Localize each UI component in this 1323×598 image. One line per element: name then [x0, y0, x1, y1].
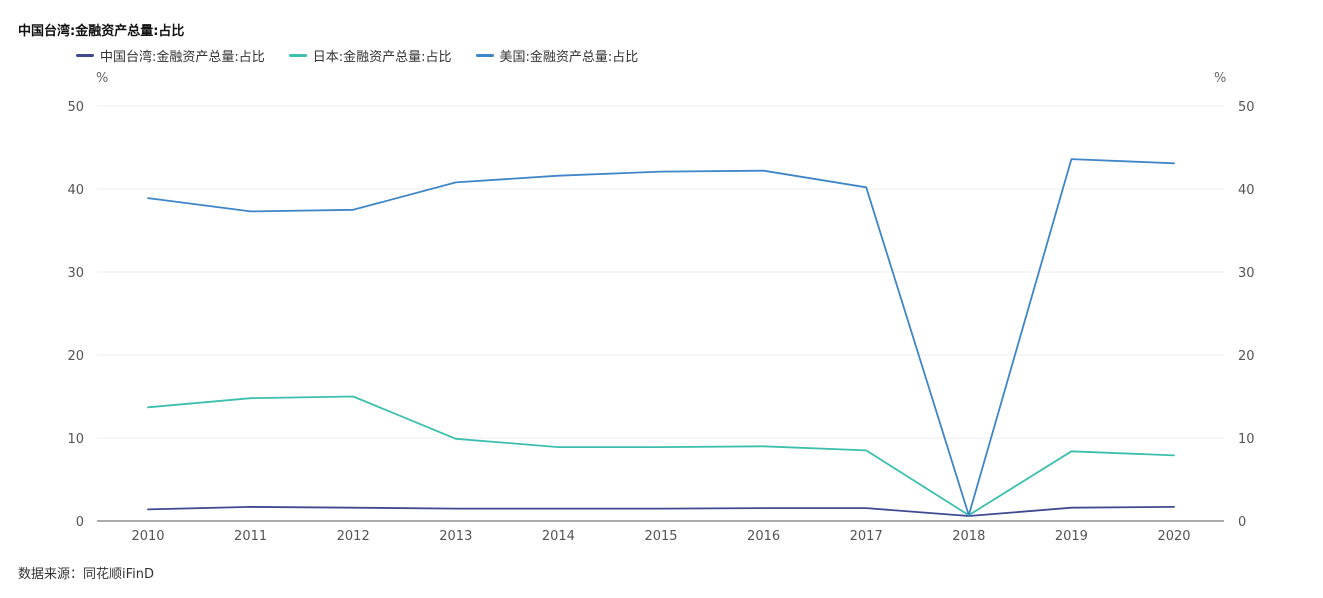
y-tick-right-50: 50: [1238, 100, 1255, 115]
y-tick-left-10: 10: [67, 432, 84, 447]
x-tick-2017: 2017: [850, 529, 883, 544]
y-unit-right: %: [1214, 71, 1226, 86]
data-source: 数据来源：同花顺iFinD: [18, 567, 155, 582]
x-tick-2019: 2019: [1055, 529, 1088, 544]
legend-swatch-taiwan: [76, 54, 94, 57]
y-tick-left-40: 40: [67, 183, 84, 198]
legend-label-usa: 美国:金融资产总量:占比: [499, 50, 639, 65]
legend-swatch-japan: [288, 54, 307, 57]
y-tick-left-50: 50: [67, 100, 84, 115]
chart-title: 中国台湾:金融资产总量:占比: [18, 24, 185, 39]
legend-item-japan[interactable]: 日本:金融资产总量:占比: [288, 46, 452, 65]
series-lines: [147, 158, 1175, 517]
legend-swatch-usa: [475, 54, 494, 57]
y-tick-right-40: 40: [1238, 183, 1255, 198]
grid-lines: [97, 105, 1224, 439]
legend-label-japan: 日本:金融资产总量:占比: [312, 50, 452, 65]
x-tick-2013: 2013: [439, 529, 472, 544]
y-tick-left-30: 30: [67, 266, 84, 281]
x-tick-2010: 2010: [131, 529, 164, 544]
y-tick-right-20: 20: [1238, 349, 1255, 364]
x-tick-2018: 2018: [952, 529, 985, 544]
x-tick-2012: 2012: [337, 529, 370, 544]
x-tick-2020: 2020: [1157, 529, 1190, 544]
y-tick-right-10: 10: [1238, 432, 1255, 447]
x-tick-2011: 2011: [234, 529, 267, 544]
legend-label-taiwan: 中国台湾:金融资产总量:占比: [100, 50, 265, 65]
chart-legend: 中国台湾:金融资产总量:占比 日本:金融资产总量:占比 美国:金融资产总量:占比: [76, 46, 638, 65]
y-tick-left-20: 20: [67, 349, 84, 364]
x-tick-2016: 2016: [747, 529, 780, 544]
series-line-2[interactable]: [147, 158, 1175, 517]
x-tick-2014: 2014: [542, 529, 575, 544]
series-line-0[interactable]: [147, 505, 1175, 517]
x-tick-2015: 2015: [644, 529, 677, 544]
y-tick-left-0: 0: [76, 515, 84, 530]
y-unit-left: %: [96, 71, 108, 86]
y-tick-right-0: 0: [1238, 515, 1246, 530]
y-tick-right-30: 30: [1238, 266, 1255, 281]
legend-item-usa[interactable]: 美国:金融资产总量:占比: [475, 46, 639, 65]
legend-item-taiwan[interactable]: 中国台湾:金融资产总量:占比: [76, 46, 265, 65]
series-line-1[interactable]: [147, 395, 1175, 517]
